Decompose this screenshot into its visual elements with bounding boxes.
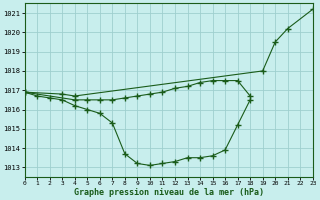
X-axis label: Graphe pression niveau de la mer (hPa): Graphe pression niveau de la mer (hPa): [74, 188, 264, 197]
